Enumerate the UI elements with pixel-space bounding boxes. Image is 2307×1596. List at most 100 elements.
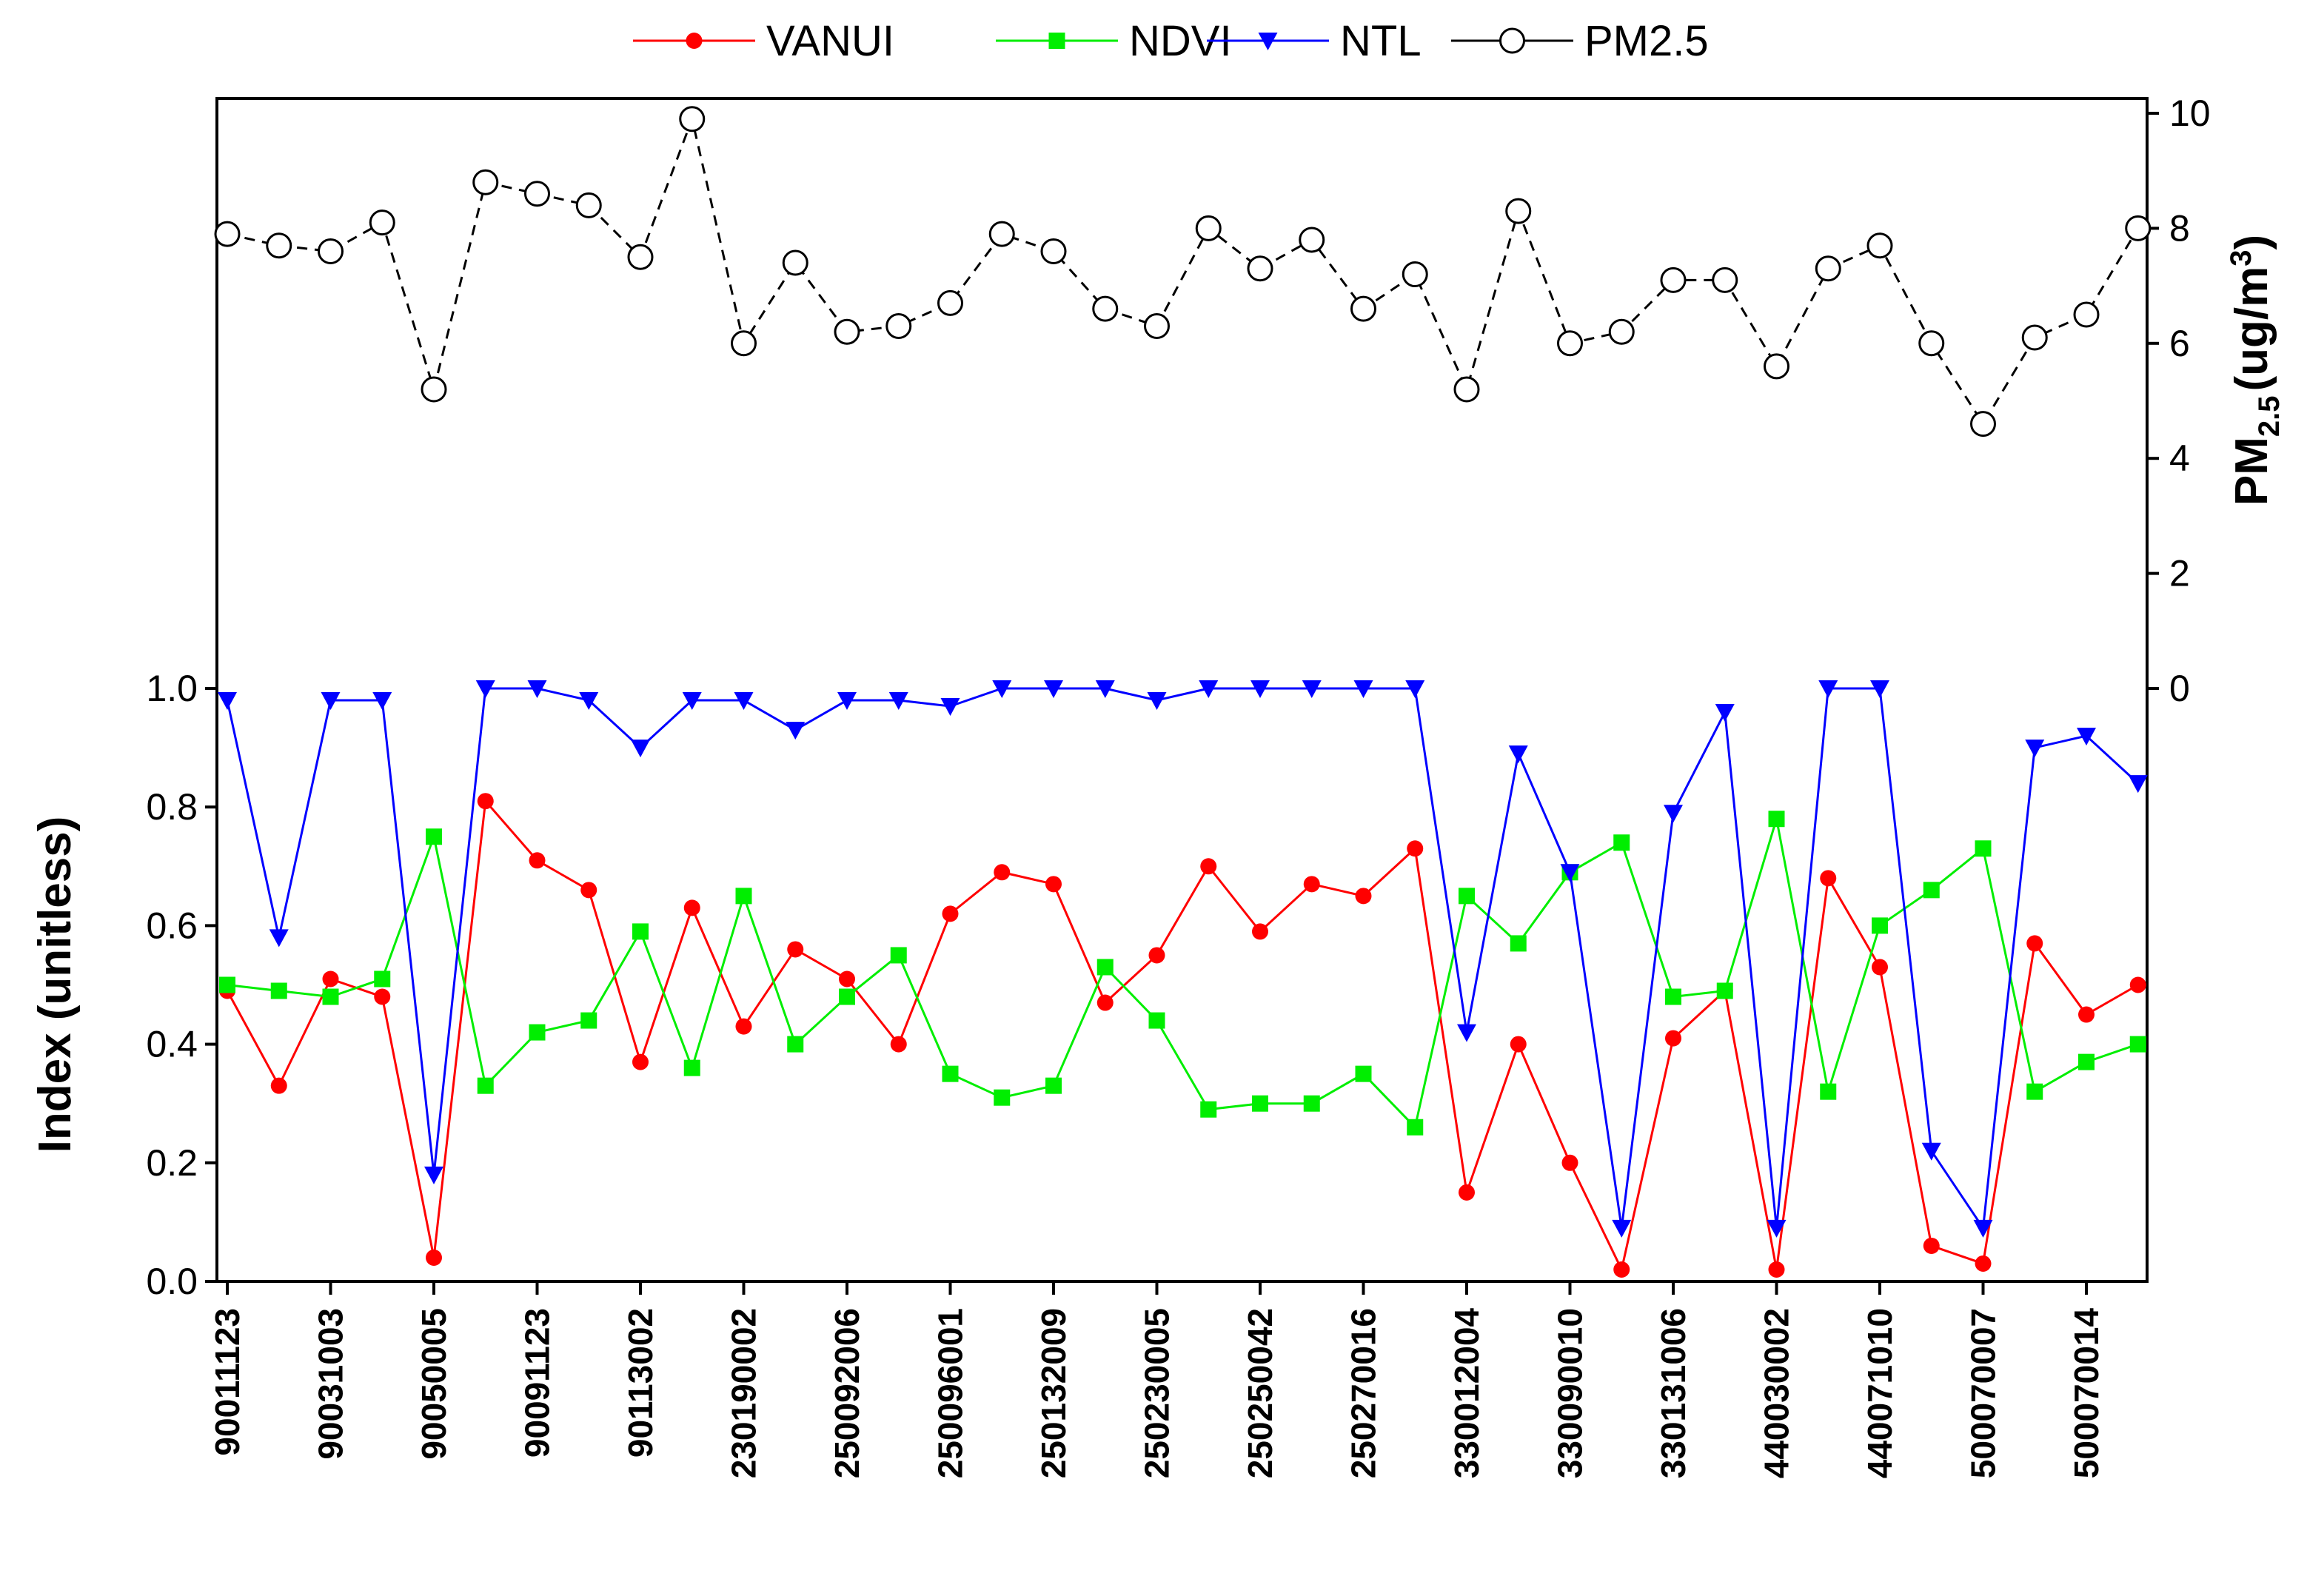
data-point-ntl [1715,704,1735,722]
y-tick-label: 1.0 [146,668,198,709]
data-point-vanui [1510,1036,1527,1053]
x-tick-label: 250096001 [931,1308,970,1478]
data-point-ndvi [219,976,235,993]
data-point-pm25 [266,232,292,259]
data-point-ntl [940,698,960,717]
data-point-ndvi [270,982,287,999]
series-line-ntl [226,687,2139,1232]
data-point-ndvi [529,1024,546,1041]
y-tick-label: 0.6 [146,905,198,946]
data-point-pm25 [1815,255,1841,282]
series-pm25 [214,106,2152,437]
data-point-vanui [1407,840,1424,857]
x-tick-label: 90011123 [208,1308,247,1456]
data-point-vanui [1561,1154,1578,1171]
data-point-pm25 [1144,312,1170,339]
data-point-pm25 [679,106,706,133]
x-tick-label: 90091123 [518,1308,557,1458]
data-point-vanui [426,1249,442,1266]
data-point-vanui [1613,1261,1630,1278]
data-point-ndvi [1923,882,1940,899]
series-line-pm25 [227,115,2140,426]
data-point-ntl [2128,775,2148,794]
data-point-pm25 [937,289,963,316]
x-tick-label: 500070007 [1964,1308,2003,1478]
y-tick-label: 0.8 [146,786,198,828]
data-point-vanui [1096,994,1114,1011]
data-point-vanui [1148,947,1165,964]
data-point-pm25 [1247,255,1273,282]
data-point-vanui [580,882,597,899]
plot-frame [215,97,2149,1283]
series-layer [214,106,2152,1278]
data-point-pm25 [782,249,808,276]
legend-marker [686,33,703,49]
data-point-vanui [2129,976,2146,993]
data-point-vanui [322,970,339,988]
data-point-ndvi [580,1012,597,1029]
data-point-pm25 [1299,227,1325,253]
data-point-ndvi [2078,1053,2095,1070]
data-point-vanui [1252,923,1268,940]
y-tick-label: 0.0 [146,1261,198,1302]
data-point-ndvi [1716,982,1733,999]
data-point-ndvi [1665,988,1681,1005]
data-point-pm25 [1040,238,1067,264]
data-point-ndvi [1148,1012,1165,1029]
data-point-ntl [1560,864,1580,882]
x-tick-label: 90113002 [621,1308,660,1458]
legend-item-ndvi: NDVI [996,17,1232,65]
data-point-pm25 [2021,324,2048,351]
y-tick-label: 0.4 [146,1024,198,1065]
data-point-ntl [786,722,806,740]
data-point-pm25 [472,169,499,195]
data-point-ntl [1870,680,1889,698]
data-point-pm25 [1092,295,1119,322]
series-ndvi [219,811,2146,1136]
y2-title-unit: (ug/m [2226,266,2277,392]
data-point-pm25 [1195,215,1222,241]
data-point-vanui [1459,1184,1475,1201]
y2-tick-label: 8 [2169,207,2190,249]
data-point-ntl [1044,680,1063,698]
data-point-pm25 [2073,301,2100,328]
axes: 0.0 0.2 0.4 0.6 0.8 1.0 0 2 4 6 8 10 90011123 9003100… [146,93,2210,1478]
data-point-vanui [1923,1237,1940,1254]
data-point-pm25 [1970,411,1996,437]
data-point-vanui [994,864,1011,881]
legend-label: VANUI [766,17,894,65]
data-point-pm25 [524,181,550,207]
data-point-ntl [1405,680,1425,698]
data-point-ndvi [1872,917,1888,934]
data-point-ndvi [1510,935,1527,952]
data-point-ndvi [477,1077,494,1094]
series-ntl [218,680,2148,1238]
data-point-vanui [1045,876,1062,893]
x-tick-label: 250230005 [1138,1308,1176,1478]
y2-tick-label: 6 [2169,323,2190,364]
y2-title-sub: 2.5 [2253,396,2286,437]
data-point-ntl [1664,805,1683,823]
data-point-ndvi [1975,840,1992,857]
legend-marker [1048,33,1065,49]
data-point-vanui [1872,959,1888,976]
x-tick-label: 330131006 [1654,1308,1692,1478]
x-tick-label: 500070014 [2067,1308,2106,1479]
data-point-ndvi [683,1059,700,1076]
data-point-ntl [475,680,495,698]
data-point-ndvi [374,970,391,988]
x-tick-label: 90050005 [415,1308,453,1460]
data-point-pm25 [575,192,602,218]
data-point-vanui [942,905,959,922]
data-point-pm25 [214,221,241,247]
data-point-vanui [374,988,391,1005]
data-point-ndvi [942,1065,959,1082]
data-point-ntl [1818,680,1838,698]
x-tick-label: 330090010 [1551,1308,1590,1478]
y2-title-main: PM [2226,437,2277,506]
data-point-pm25 [834,318,860,345]
data-point-ntl [1767,1219,1787,1238]
data-point-pm25 [421,376,447,403]
data-point-ntl [579,692,599,711]
data-point-vanui [270,1077,287,1094]
